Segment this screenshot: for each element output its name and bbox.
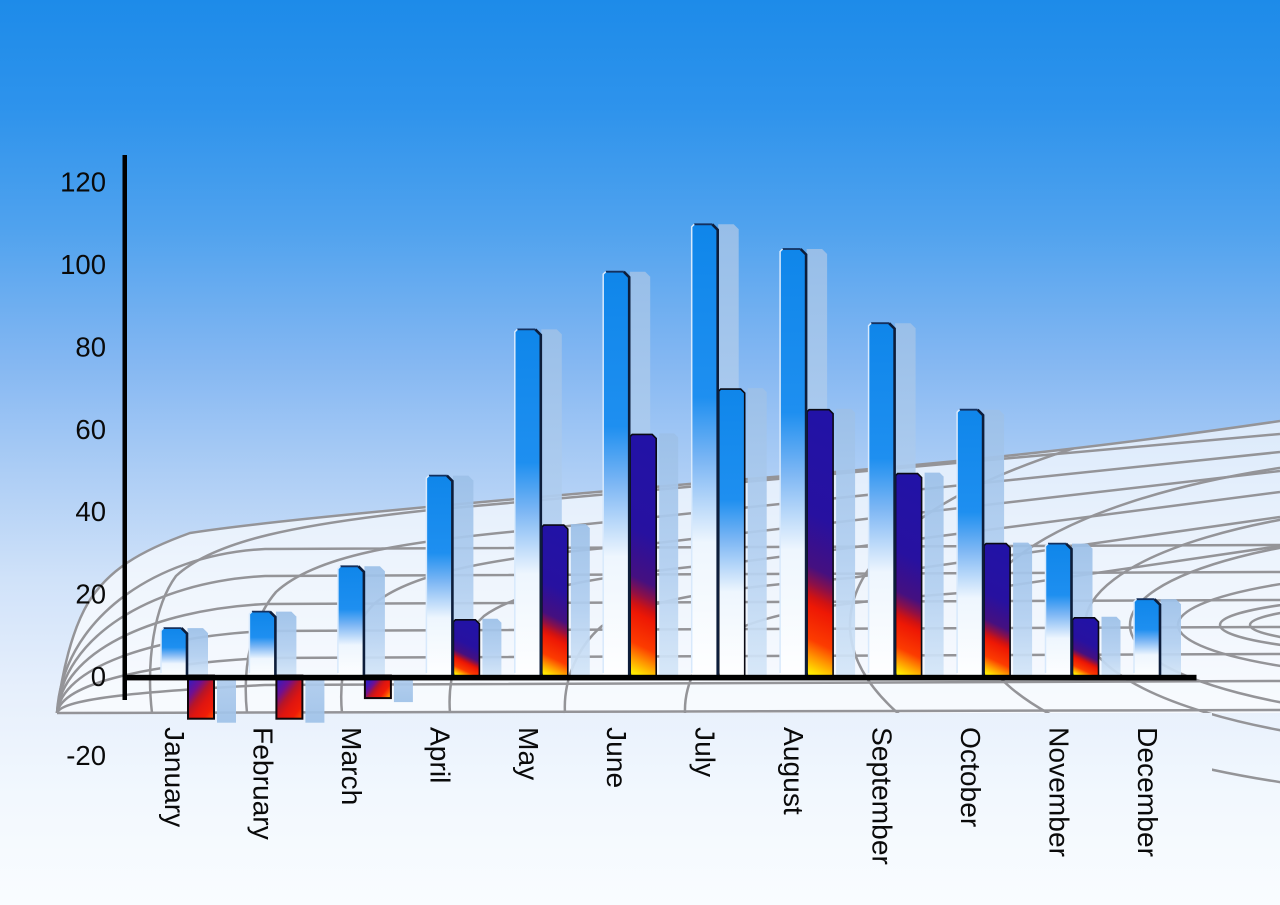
- svg-text:November: November: [1044, 727, 1076, 857]
- svg-text:120: 120: [60, 167, 106, 198]
- svg-text:June: June: [601, 727, 633, 788]
- svg-text:100: 100: [60, 249, 106, 280]
- svg-text:February: February: [247, 727, 279, 841]
- svg-text:December: December: [1132, 727, 1164, 857]
- svg-text:September: September: [867, 727, 899, 865]
- svg-text:October: October: [955, 727, 987, 827]
- svg-text:March: March: [336, 727, 368, 805]
- svg-text:60: 60: [75, 414, 106, 445]
- svg-text:April: April: [424, 727, 456, 783]
- svg-text:January: January: [159, 727, 191, 828]
- svg-text:40: 40: [75, 496, 106, 527]
- svg-text:August: August: [778, 727, 810, 815]
- svg-text:0: 0: [91, 661, 106, 692]
- svg-text:July: July: [690, 727, 722, 778]
- svg-text:20: 20: [75, 579, 106, 610]
- svg-text:-20: -20: [66, 740, 106, 771]
- svg-text:May: May: [513, 727, 545, 781]
- svg-text:80: 80: [75, 331, 106, 362]
